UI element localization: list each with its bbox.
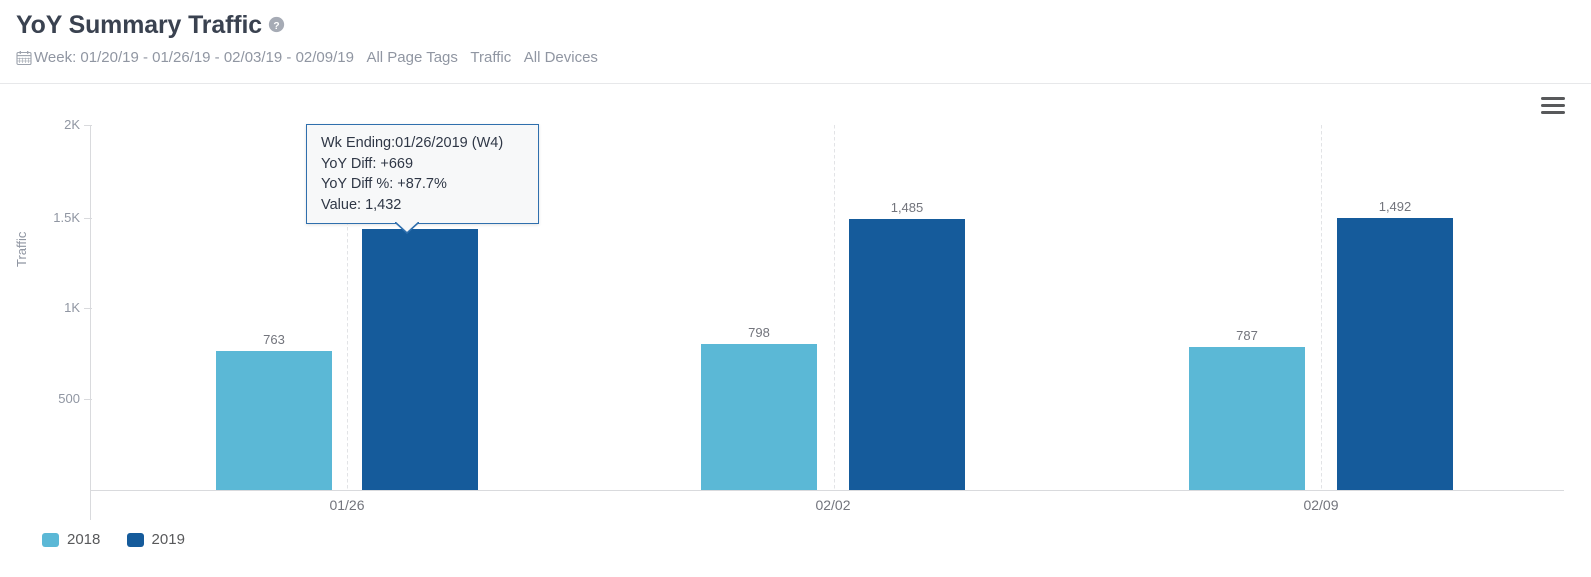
svg-text:?: ? — [273, 21, 279, 32]
